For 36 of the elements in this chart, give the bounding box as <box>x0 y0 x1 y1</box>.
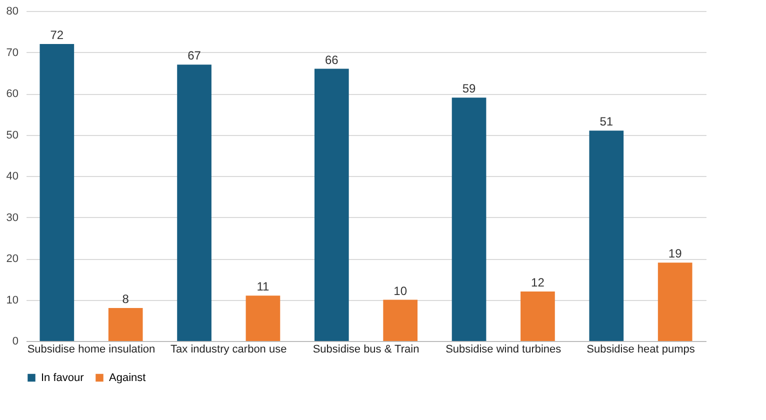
legend-label: In favour <box>41 372 84 384</box>
y-tick-label: 80 <box>6 6 18 18</box>
bar <box>314 68 349 341</box>
data-label: 19 <box>668 246 682 261</box>
data-label: 72 <box>50 28 64 42</box>
data-label: 66 <box>324 52 339 67</box>
data-label: 11 <box>256 280 270 294</box>
bar <box>40 44 74 341</box>
data-label: 51 <box>600 114 614 129</box>
x-tick-label: Subsidise heat pumps <box>586 344 696 356</box>
legend-label: Against <box>109 372 146 384</box>
bar <box>589 130 624 341</box>
bar <box>658 262 692 341</box>
y-tick-label: 10 <box>6 294 18 306</box>
y-tick-label: 50 <box>6 129 18 142</box>
y-tick-label: 40 <box>6 170 18 182</box>
data-label: 8 <box>122 292 130 306</box>
bar <box>452 98 486 341</box>
x-tick-label: Subsidise home insulation <box>27 344 156 356</box>
x-tick-label: Tax industry carbon use <box>170 344 287 356</box>
x-tick-label: Subsidise wind turbines <box>446 344 562 356</box>
bar <box>383 300 418 341</box>
bar <box>177 64 212 341</box>
bar <box>246 296 280 341</box>
data-label: 59 <box>462 82 476 96</box>
y-tick-label: 20 <box>6 253 18 265</box>
y-tick-label: 30 <box>6 212 18 224</box>
data-label: 67 <box>188 48 202 63</box>
y-tick-label: 0 <box>12 336 18 348</box>
y-tick-label: 70 <box>6 46 18 59</box>
data-label: 10 <box>394 284 408 298</box>
x-tick-label: Subsidise bus & Train <box>312 344 420 356</box>
bar <box>108 308 143 341</box>
bar <box>520 292 555 341</box>
data-label: 12 <box>531 276 545 290</box>
y-tick-label: 60 <box>6 88 18 100</box>
